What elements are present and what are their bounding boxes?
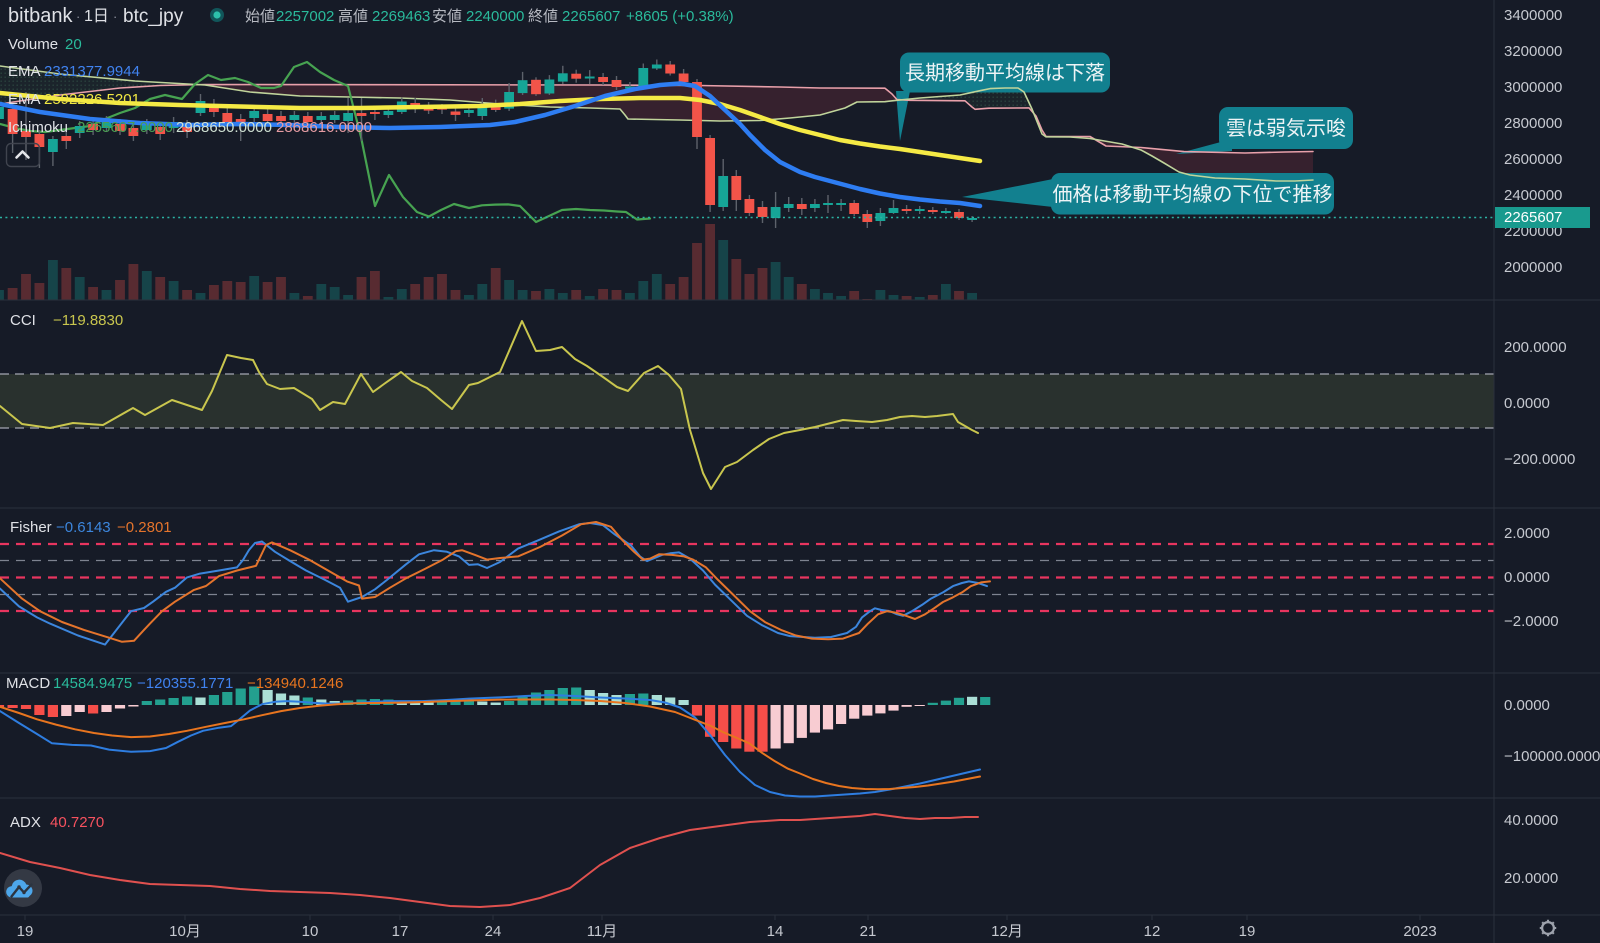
svg-text:雲は弱気示唆: 雲は弱気示唆 [1226,117,1346,140]
svg-text:3200000: 3200000 [1504,43,1562,60]
svg-text:−2.0000: −2.0000 [1504,613,1559,630]
svg-text:14584.9475: 14584.9475 [53,675,132,692]
svg-text:3400000: 3400000 [1504,7,1562,24]
svg-text:2023: 2023 [1403,923,1436,940]
svg-text:2800000: 2800000 [1504,115,1562,132]
svg-text:2000000: 2000000 [1504,259,1562,276]
svg-text:−119.8830: −119.8830 [53,312,123,329]
svg-text:200.0000: 200.0000 [1504,339,1567,356]
svg-text:19: 19 [1239,923,1256,940]
svg-text:2265607: 2265607 [1504,209,1562,226]
svg-text:·: · [113,9,117,24]
svg-text:3000000: 3000000 [1504,79,1562,96]
svg-text:40.0000: 40.0000 [1504,812,1558,829]
svg-text:14: 14 [767,923,784,940]
svg-text:bitbank: bitbank [8,5,73,27]
svg-text:·: · [76,9,80,24]
svg-text:17: 17 [392,923,409,940]
svg-text:ADX: ADX [10,814,41,831]
svg-text:11月: 11月 [587,923,618,940]
svg-text:Fisher: Fisher [10,519,52,536]
svg-text:2400000: 2400000 [1504,187,1562,204]
svg-text:終値: 終値 [528,8,558,25]
svg-text:2592226.5201: 2592226.5201 [44,91,140,108]
svg-text:2600000: 2600000 [1504,151,1562,168]
svg-text:−0.2801: −0.2801 [117,519,172,536]
svg-text:価格は移動平均線の下位で推移: 価格は移動平均線の下位で推移 [1053,183,1333,206]
svg-text:0.0000: 0.0000 [1504,395,1550,412]
svg-text:2331377.9944: 2331377.9944 [44,63,140,80]
svg-text:EMA: EMA [8,63,41,80]
svg-text:20: 20 [65,36,82,53]
svg-text:40.7270: 40.7270 [50,814,104,831]
svg-text:−200.0000: −200.0000 [1504,451,1575,468]
svg-text:1日: 1日 [84,8,109,25]
svg-text:2868616.0000: 2868616.0000 [276,119,372,136]
svg-text:0.0000: 0.0000 [1504,697,1550,714]
svg-text:−134940.1246: −134940.1246 [247,675,343,692]
svg-text:EMA: EMA [8,91,41,108]
svg-text:高値: 高値 [338,8,368,25]
svg-text:21: 21 [860,923,877,940]
svg-text:2265607: 2265607 [562,8,620,25]
svg-text:−120355.1771: −120355.1771 [137,675,233,692]
svg-text:+8605 (+0.38%): +8605 (+0.38%) [626,8,734,25]
svg-text:0.0000: 0.0000 [1504,569,1550,586]
svg-text:−0.6143: −0.6143 [56,519,111,536]
svg-text:Volume: Volume [8,36,58,53]
svg-text:2265607.0000: 2265607.0000 [77,119,173,136]
svg-text:安値: 安値 [432,8,462,25]
svg-text:24: 24 [485,923,502,940]
svg-text:10月: 10月 [169,923,201,940]
svg-text:12: 12 [1144,923,1161,940]
svg-text:始値: 始値 [245,8,275,25]
svg-text:12月: 12月 [991,923,1023,940]
svg-text:10: 10 [302,923,319,940]
svg-text:btc_jpy: btc_jpy [123,6,184,27]
svg-text:2968650.0000: 2968650.0000 [176,119,272,136]
svg-text:19: 19 [17,923,34,940]
svg-text:−100000.0000: −100000.0000 [1504,748,1600,765]
svg-text:長期移動平均線は下落: 長期移動平均線は下落 [905,62,1105,85]
svg-text:2269463: 2269463 [372,8,430,25]
svg-text:2.0000: 2.0000 [1504,525,1550,542]
svg-text:2240000: 2240000 [466,8,524,25]
svg-text:Ichimoku: Ichimoku [8,119,68,136]
svg-text:MACD: MACD [6,675,50,692]
svg-text:CCI: CCI [10,312,36,329]
svg-text:20.0000: 20.0000 [1504,870,1558,887]
svg-text:2257002: 2257002 [276,8,334,25]
